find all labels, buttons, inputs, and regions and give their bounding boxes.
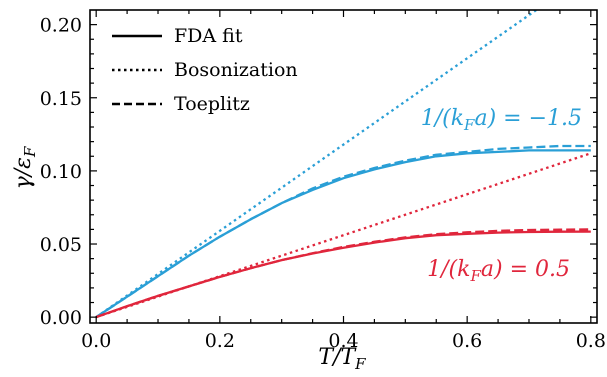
- tick-labels: 0.0 0.2 0.4 0.6 0.8 0.00 0.05 0.10 0.15 0.20: [40, 15, 606, 352]
- y-tick-label: 0.00: [40, 307, 82, 329]
- plot-lines: [95, 10, 592, 319]
- ticks: [90, 10, 597, 323]
- x-tick-label: 0.8: [576, 330, 606, 352]
- annotation-blue: 1/(kFa) = −1.5: [421, 106, 582, 134]
- x-tick-label: 0.2: [205, 330, 235, 352]
- y-tick-label: 0.20: [40, 15, 82, 37]
- legend-label-bosonization: Bosonization: [174, 59, 298, 81]
- series-line-blue-dotted: [95, 10, 539, 319]
- x-axis-label: T/TF: [318, 345, 366, 373]
- x-tick-label: 0.0: [81, 330, 111, 352]
- legend-label-fda-fit: FDA fit: [174, 25, 243, 47]
- series-line-red-dotted: [95, 152, 592, 319]
- y-tick-label: 0.05: [40, 234, 82, 256]
- y-tick-label: 0.10: [40, 161, 82, 183]
- series-line-blue-dashed: [95, 144, 591, 319]
- y-axis-label: γ/εF: [11, 146, 39, 189]
- y-tick-label: 0.15: [40, 88, 82, 110]
- series-line-red-dashed: [95, 228, 591, 319]
- annotation-red: 1/(kFa) = 0.5: [427, 257, 570, 285]
- legend-label-toeplitz: Toeplitz: [174, 93, 250, 115]
- x-tick-label: 0.4: [328, 330, 358, 352]
- x-tick-label: 0.6: [452, 330, 482, 352]
- legend: FDA fit Bosonization Toeplitz: [112, 25, 298, 115]
